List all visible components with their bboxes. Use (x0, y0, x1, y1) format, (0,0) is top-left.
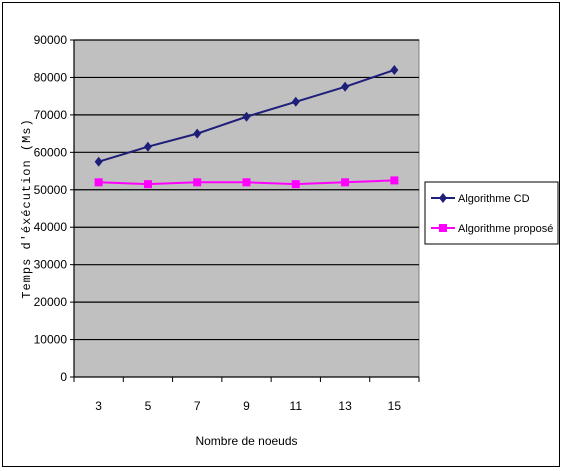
data-point (341, 81, 350, 92)
data-point (341, 178, 350, 187)
x-tick-label: 9 (243, 399, 250, 413)
x-tick-label: 13 (338, 399, 352, 413)
y-axis-title: Temps d'éxécution (Ms) (20, 118, 34, 298)
data-point (193, 128, 202, 139)
data-point (390, 176, 399, 185)
data-point (242, 111, 251, 122)
y-tick-label: 50000 (34, 183, 68, 197)
x-tick-label: 15 (388, 399, 402, 413)
data-point (143, 180, 152, 189)
y-tick-label: 80000 (34, 70, 68, 84)
y-tick-label: 10000 (34, 333, 68, 347)
data-point (390, 64, 399, 75)
legend-box (424, 181, 559, 245)
data-point (291, 96, 300, 107)
x-tick-label: 11 (290, 399, 303, 413)
y-tick-label: 60000 (34, 145, 68, 159)
y-tick-label: 90000 (34, 33, 68, 47)
y-tick-label: 40000 (34, 220, 68, 234)
plot-area (73, 39, 420, 378)
y-tick-label: 20000 (34, 295, 68, 309)
data-point (291, 180, 300, 189)
legend-marker-0 (439, 193, 447, 203)
x-tick-label: 7 (194, 399, 201, 413)
data-point (143, 141, 152, 152)
x-axis-title: Nombre de noeuds (195, 434, 297, 448)
data-point (94, 156, 103, 167)
legend-marker-1 (439, 224, 447, 232)
y-tick-label: 0 (60, 370, 67, 384)
data-point (193, 178, 202, 187)
y-tick-label: 70000 (34, 108, 68, 122)
data-point (94, 178, 103, 187)
x-tick-label: 3 (95, 399, 102, 413)
legend-label-algorithme-cd: Algorithme CD (458, 193, 530, 205)
y-tick-label: 30000 (34, 258, 68, 272)
x-tick-label: 5 (145, 399, 152, 413)
data-point (242, 178, 251, 187)
legend-label-algorithme-propose: Algorithme proposé (458, 223, 553, 235)
